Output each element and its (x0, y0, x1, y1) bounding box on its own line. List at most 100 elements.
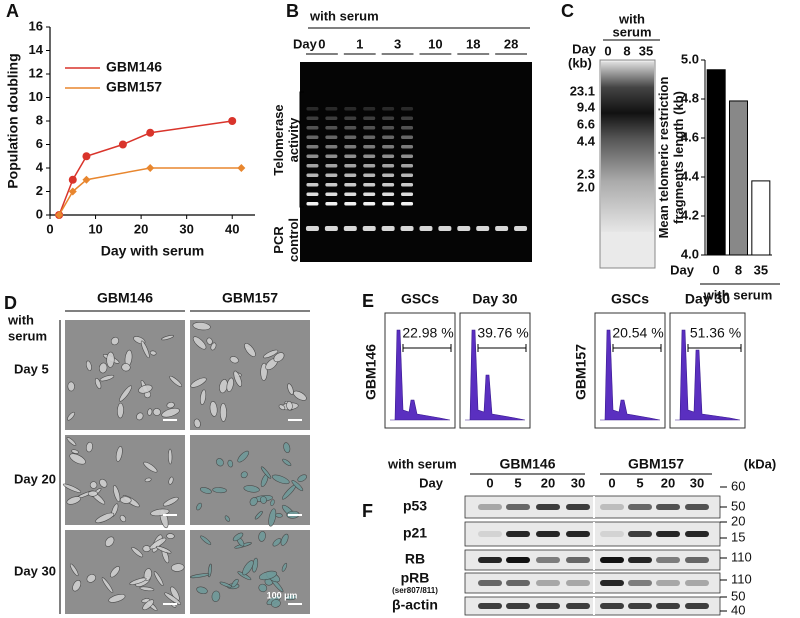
gate (687, 344, 742, 352)
x-tick-label: 10 (88, 221, 102, 236)
bracket (299, 91, 304, 208)
gel-band (382, 202, 395, 206)
cell (169, 375, 183, 387)
panel-letter: D (4, 293, 17, 313)
condition-label: serum (8, 328, 47, 343)
plot-title: Day 30 (472, 291, 517, 307)
blot-band (628, 531, 652, 537)
cell (192, 322, 211, 331)
gel-band (363, 183, 376, 187)
cell (280, 533, 289, 546)
gel-band (344, 164, 357, 168)
gel-band (325, 107, 338, 111)
y-tick-label: 4 (36, 159, 44, 174)
cell (196, 586, 208, 595)
blot-band (656, 557, 680, 563)
blot-band (600, 557, 624, 563)
group-label: GBM146 (499, 456, 555, 472)
condition-label: with (618, 11, 645, 26)
gel-band (305, 226, 319, 231)
cell (190, 377, 207, 388)
cell (106, 351, 115, 368)
blot-band (566, 504, 590, 510)
cell (210, 342, 217, 351)
cell (143, 568, 152, 581)
gel-band (363, 145, 376, 149)
cell (166, 401, 175, 409)
gate-percent: 20.54 % (612, 325, 663, 341)
blot-band (685, 504, 709, 510)
bar (729, 100, 748, 256)
blot-band (566, 580, 590, 586)
gel-band (344, 154, 357, 158)
cell (219, 581, 232, 588)
data-point (55, 211, 64, 219)
gel-band (325, 202, 338, 206)
gel-band (401, 202, 414, 206)
row-label: PCRcontrol (271, 218, 301, 262)
blot-band (685, 531, 709, 537)
day-value: 10 (428, 36, 442, 51)
cell (99, 374, 115, 382)
gel-band (382, 116, 395, 120)
cell (149, 537, 167, 550)
size-marker: 6.6 (577, 116, 595, 131)
cell (291, 480, 304, 492)
blot-band (600, 580, 624, 586)
x-tick-label: 0 (713, 262, 720, 277)
x-axis-label: with serum (703, 287, 773, 302)
blot-band (566, 603, 590, 609)
gel-band (419, 226, 433, 231)
cell (94, 378, 102, 389)
protein-label: p21 (403, 525, 427, 541)
size-marker: 50 (731, 588, 745, 603)
cell (258, 570, 278, 581)
y-tick-label: 4.4 (681, 168, 700, 183)
cell (189, 573, 210, 579)
cell (153, 571, 164, 587)
cell (226, 377, 234, 393)
cell (243, 485, 260, 493)
bar (751, 180, 771, 256)
panel-letter: B (286, 1, 299, 21)
x-prefix-label: Day (670, 262, 695, 277)
gel-band (382, 135, 395, 139)
gel-band (344, 135, 357, 139)
x-tick-label: 30 (179, 221, 193, 236)
blot-band (628, 557, 652, 563)
day-value: 5 (636, 475, 643, 490)
cell (278, 404, 286, 411)
cell (268, 508, 277, 527)
gel-band (363, 173, 376, 177)
y-tick-label: 4.2 (681, 207, 699, 222)
y-tick-label: 4.8 (681, 90, 699, 105)
size-marker: 2.0 (577, 179, 595, 194)
cell (149, 350, 157, 356)
cell (144, 477, 152, 483)
group-label: GBM157 (573, 344, 589, 400)
cell (71, 449, 79, 454)
blot-band (506, 580, 530, 586)
y-tick-label: 10 (29, 89, 43, 104)
cell (168, 448, 173, 465)
gel-band (306, 164, 319, 168)
row-label: Day 30 (14, 563, 56, 578)
cell (143, 461, 158, 473)
cell (232, 532, 244, 542)
cell (85, 441, 93, 453)
legend-label: GBM157 (106, 79, 162, 95)
y-axis-label: Mean telomeric restrictionfragments leng… (656, 77, 686, 239)
cell (254, 510, 263, 520)
gel-band (325, 164, 338, 168)
row-label: Day 20 (14, 471, 56, 486)
y-tick-label: 16 (29, 18, 43, 33)
gel-band (382, 183, 395, 187)
y-tick-label: 2 (36, 183, 43, 198)
cell (104, 536, 115, 547)
cell (260, 496, 267, 504)
gel-band (306, 183, 319, 187)
gel-band (363, 154, 376, 158)
micrograph (65, 530, 185, 614)
cell (193, 418, 201, 429)
gel-band (382, 192, 395, 196)
